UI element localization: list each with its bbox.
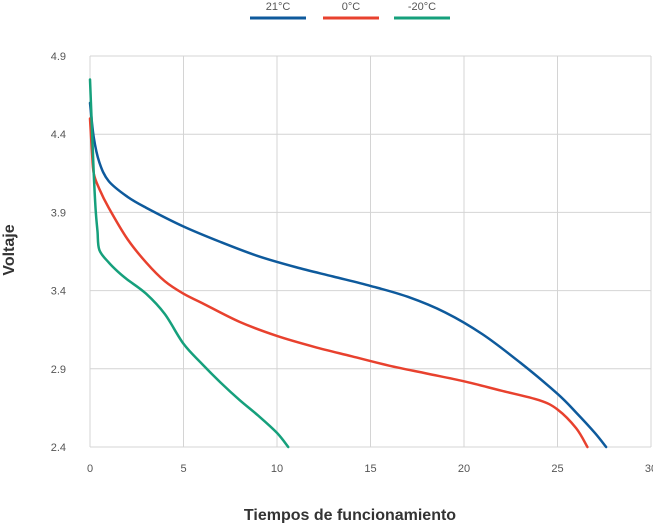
legend-label-1: 21°C bbox=[266, 1, 291, 13]
series-lines bbox=[88, 78, 608, 449]
tick-labels: 0 5 10 15 20 25 30 2.4 2.9 3.4 3.9 4.4 4.9 bbox=[51, 51, 653, 475]
x-tick-label: 30 bbox=[645, 463, 653, 475]
y-tick-label: 2.9 bbox=[51, 364, 66, 376]
x-tick-label: 10 bbox=[271, 463, 283, 475]
y-tick-label: 4.9 bbox=[51, 51, 66, 63]
series-line-1 bbox=[88, 101, 608, 449]
legend: 21°C 0°C -20°C bbox=[250, 1, 450, 20]
x-tick-label: 0 bbox=[87, 463, 93, 475]
x-tick-label: 5 bbox=[180, 463, 186, 475]
x-tick-label: 20 bbox=[458, 463, 470, 475]
series-line-2 bbox=[88, 117, 589, 449]
x-tick-label: 25 bbox=[551, 463, 563, 475]
x-tick-label: 15 bbox=[364, 463, 376, 475]
x-axis-title: Tiempos de funcionamiento bbox=[244, 507, 456, 523]
legend-label-3: -20°C bbox=[408, 1, 436, 13]
legend-label-2: 0°C bbox=[342, 1, 361, 13]
grid-lines bbox=[89, 55, 652, 448]
y-axis-title: Voltaje bbox=[1, 224, 18, 275]
y-tick-label: 3.4 bbox=[51, 286, 66, 298]
series-line-3 bbox=[88, 78, 290, 449]
y-tick-label: 2.4 bbox=[51, 442, 66, 454]
y-tick-label: 3.9 bbox=[51, 207, 66, 219]
y-tick-label: 4.4 bbox=[51, 129, 66, 141]
